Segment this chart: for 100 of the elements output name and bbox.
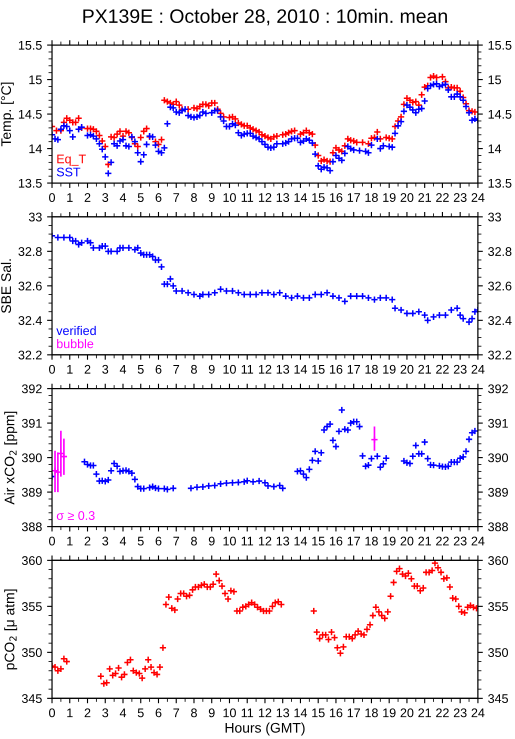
series-label: SST xyxy=(56,168,80,176)
y2-tick-label: 14 xyxy=(488,144,502,154)
x-tick-label: 17 xyxy=(348,536,360,546)
x-tick-label: 20 xyxy=(400,193,414,202)
x-tick-label: 4 xyxy=(120,708,126,718)
x-tick-label: 19 xyxy=(383,364,396,374)
x-tick-label: 9 xyxy=(208,536,215,546)
y-axis-title: Air xCO$_{2}$ [ppm] xyxy=(4,412,18,505)
x-tick-label: 13 xyxy=(276,708,290,718)
y2-tick-label: 15 xyxy=(488,76,502,84)
y2-tick-label: 389 xyxy=(488,488,508,497)
x-tick-label: 1 xyxy=(67,365,73,374)
x-tick-label: 15 xyxy=(312,193,325,202)
x-tick-label: 7 xyxy=(173,365,180,374)
x-tick-label: 22 xyxy=(436,193,449,202)
x-tick-label: 9 xyxy=(208,364,215,374)
x-tick-label: 7 xyxy=(173,536,180,546)
text: verified xyxy=(56,326,96,336)
x-tick-label: 23 xyxy=(454,536,467,546)
y-tick-label: 15.5 xyxy=(18,41,42,50)
y-tick-label: 13.5 xyxy=(18,178,42,188)
x-tick-label: 24 xyxy=(472,193,485,202)
x-tick-label: 8 xyxy=(191,364,197,374)
x-tick-label: 0 xyxy=(49,536,55,546)
x-tick-label: 18 xyxy=(365,364,378,374)
x-tick-label: 17 xyxy=(348,708,360,718)
x-tick-label: 2 xyxy=(84,193,90,202)
y2-tick-label: 13.5 xyxy=(488,178,512,188)
legend-label: bubble xyxy=(57,339,94,348)
x-tick-label: 5 xyxy=(138,193,144,202)
x-tick-label: 20 xyxy=(400,364,414,374)
x-tick-label: 16 xyxy=(330,708,342,718)
x-tick-label: 14 xyxy=(294,193,308,202)
y2-tick-label: 32.8 xyxy=(488,247,512,256)
y-tick-label: 391 xyxy=(22,418,42,428)
x-tick-label: 16 xyxy=(330,193,342,202)
y2-tick-label: 390 xyxy=(488,453,508,462)
y2-tick-label: 32.4 xyxy=(488,316,512,325)
x-tick-label: 6 xyxy=(156,364,162,374)
x-tick-label: 3 xyxy=(102,708,108,718)
x-tick-label: 23 xyxy=(454,193,467,202)
x-tick-label: 13 xyxy=(276,364,290,374)
y-tick-label: 355 xyxy=(22,602,42,612)
x-tick-label: 21 xyxy=(418,193,432,202)
x-tick-label: 14 xyxy=(294,708,308,718)
y2-tick-label: 32.2 xyxy=(488,350,512,360)
x-tick-label: 2 xyxy=(84,536,90,546)
x-tick-label: 5 xyxy=(138,365,144,374)
x-tick-label: 3 xyxy=(102,536,108,546)
y-tick-label: 32.4 xyxy=(18,316,42,325)
x-tick-label: 15 xyxy=(312,536,325,546)
x-tick-label: 15 xyxy=(312,365,325,374)
y-tick-label: 32.8 xyxy=(18,247,42,256)
x-tick-label: 4 xyxy=(120,193,126,202)
y-tick-label: 350 xyxy=(22,648,42,658)
y-tick-label: 389 xyxy=(22,488,42,497)
y2-tick-label: 15.5 xyxy=(488,41,512,50)
x-tick-label: 0 xyxy=(49,708,55,718)
x-tick-label: 1 xyxy=(67,708,73,718)
x-tick-label: 13 xyxy=(276,193,290,202)
y-axis-title: SBE Sal. xyxy=(0,259,12,313)
y-tick-label: 14 xyxy=(29,144,42,154)
x-tick-label: 8 xyxy=(191,536,197,546)
x-tick-label: 21 xyxy=(418,708,432,718)
x-tick-label: 11 xyxy=(242,365,254,374)
x-tick-label: 0 xyxy=(49,193,55,202)
x-tick-label: 24 xyxy=(472,536,485,546)
x-tick-label: 18 xyxy=(365,536,378,546)
x-tick-label: 3 xyxy=(102,364,108,374)
x-tick-label: 20 xyxy=(400,536,414,546)
x-tick-label: 13 xyxy=(276,536,290,546)
x-tick-label: 2 xyxy=(84,364,90,374)
x-tick-label: 12 xyxy=(258,536,272,546)
x-axis-title: Hours (GMT) xyxy=(226,722,305,736)
y-tick-label: 390 xyxy=(22,453,42,462)
series-label: Eq_T xyxy=(57,154,86,166)
y-axis-title: Temp. [°C] xyxy=(0,82,14,146)
x-tick-label: 12 xyxy=(258,193,272,202)
x-tick-label: 20 xyxy=(400,708,414,718)
x-tick-label: 12 xyxy=(258,708,272,718)
x-tick-label: 7 xyxy=(173,708,180,718)
x-tick-label: 3 xyxy=(102,193,108,202)
y-tick-label: 32.6 xyxy=(18,282,42,290)
y-tick-label: 33 xyxy=(28,212,42,222)
y2-tick-label: 32.6 xyxy=(488,282,512,290)
x-tick-label: 19 xyxy=(383,708,396,718)
y-axis-title: pCO$_{2}$ [μ atm] xyxy=(4,589,18,670)
y2-tick-label: 345 xyxy=(488,694,508,704)
x-tick-label: 8 xyxy=(191,193,197,202)
x-tick-label: 16 xyxy=(330,364,342,374)
x-tick-label: 23 xyxy=(454,708,467,718)
x-tick-label: 17 xyxy=(348,193,360,202)
x-tick-label: 6 xyxy=(156,708,162,718)
x-tick-label: 19 xyxy=(383,193,396,202)
x-tick-label: 18 xyxy=(365,193,378,202)
x-tick-label: 22 xyxy=(436,708,449,718)
x-tick-label: 1 xyxy=(67,193,73,202)
y2-tick-label: 391 xyxy=(488,418,508,428)
x-tick-label: 18 xyxy=(365,708,378,718)
y2-tick-label: 355 xyxy=(488,602,508,612)
